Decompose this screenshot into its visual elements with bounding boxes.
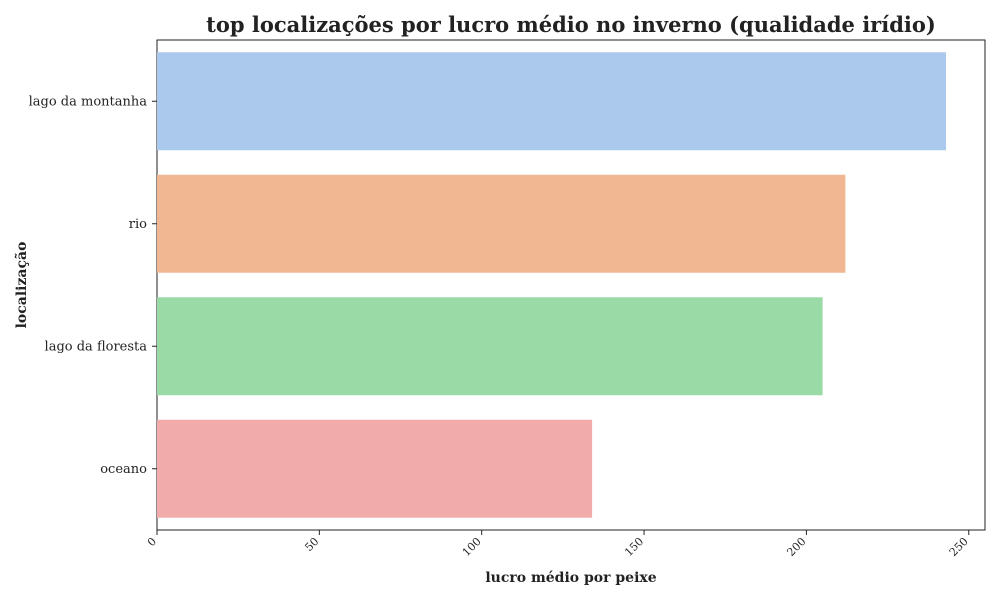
bar-3 [157, 419, 593, 518]
bar-0 [157, 52, 947, 151]
y-tick-labels: lago da montanha rio lago da floresta ocean… [29, 94, 157, 477]
x-tick-label: 50 [302, 535, 321, 554]
bar-1 [157, 174, 846, 273]
plot-area [156, 39, 986, 531]
x-tick-label: 150 [622, 535, 646, 559]
x-axis-ticks: 0 50 100 150 200 250 [145, 530, 971, 559]
category-label: lago da floresta [45, 339, 148, 354]
category-label: lago da montanha [29, 94, 148, 109]
x-tick-label: 0 [145, 535, 159, 549]
category-label: rio [129, 217, 147, 232]
y-axis-label: localização [13, 242, 30, 329]
x-tick-label: 200 [784, 535, 808, 559]
bar-2 [157, 297, 823, 396]
x-tick-label: 100 [460, 535, 484, 559]
category-label: oceano [100, 462, 147, 477]
x-axis-label: lucro médio por peixe [485, 570, 656, 586]
x-tick-label: 250 [947, 535, 971, 559]
bar-group [157, 52, 947, 518]
chart-title: top localizações por lucro médio no inve… [206, 12, 936, 37]
plot-border [156, 39, 986, 531]
